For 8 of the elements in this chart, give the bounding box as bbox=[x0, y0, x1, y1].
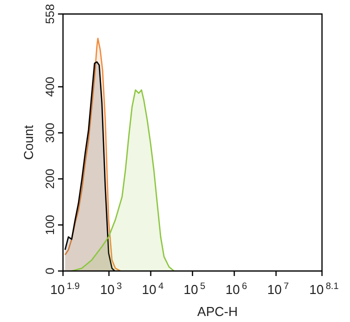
y-tick-label: 0 bbox=[43, 267, 57, 274]
y-axis-title: Count bbox=[21, 124, 36, 160]
x-axis-title: APC-H bbox=[197, 304, 238, 319]
y-tick-label: 300 bbox=[43, 122, 57, 143]
y-tick-label: 100 bbox=[43, 214, 57, 235]
y-tick-label: 400 bbox=[43, 76, 57, 97]
y-tick-label: 200 bbox=[43, 168, 57, 189]
y-tick-label: 558 bbox=[43, 4, 57, 24]
